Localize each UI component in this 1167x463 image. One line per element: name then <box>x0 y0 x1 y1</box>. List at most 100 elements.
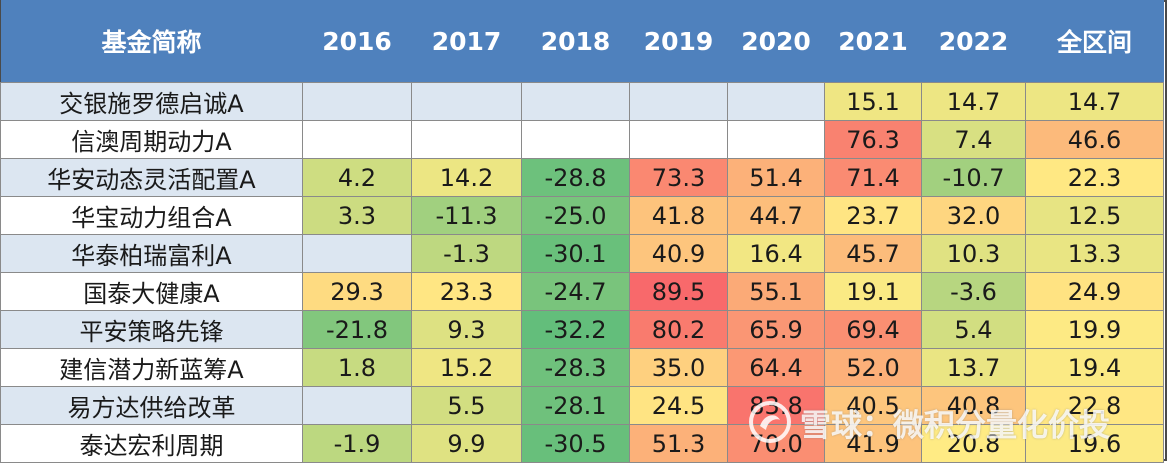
row-fund-name: 建信潜力新蓝筹A <box>0 348 303 387</box>
value-cell: 40.8 <box>921 386 1026 425</box>
value-cell: 70.0 <box>727 424 825 463</box>
header-col-1: 2017 <box>411 0 522 83</box>
value-cell: 45.7 <box>824 234 922 273</box>
value-cell: 12.5 <box>1025 196 1164 235</box>
value-cell: -10.7 <box>921 158 1026 197</box>
value-cell: -28.8 <box>521 158 630 197</box>
value-cell: -32.2 <box>521 310 630 349</box>
empty-cell <box>411 120 522 159</box>
value-cell: -21.8 <box>302 310 412 349</box>
value-cell: 5.4 <box>921 310 1026 349</box>
value-cell: 64.4 <box>727 348 825 387</box>
row-fund-name: 易方达供给改革 <box>0 386 303 425</box>
table-row: 华泰柏瑞富利A -1.3 -30.1 40.9 16.4 45.7 10.3 13.3 <box>0 234 1164 273</box>
empty-cell <box>302 234 412 273</box>
header-col-7: 全区间 <box>1025 0 1164 83</box>
empty-cell <box>521 120 630 159</box>
header-col-6: 2022 <box>921 0 1026 83</box>
empty-cell <box>629 120 728 159</box>
table-row: 华安动态灵活配置A 4.2 14.2 -28.8 73.3 51.4 71.4 -10.7 22… <box>0 158 1164 197</box>
value-cell: -28.1 <box>521 386 630 425</box>
header-col-2: 2018 <box>521 0 630 83</box>
value-cell: 89.5 <box>629 272 728 311</box>
table-row: 华宝动力组合A 3.3 -11.3 -25.0 41.8 44.7 23.7 32.0 12.5 <box>0 196 1164 235</box>
table-row: 建信潜力新蓝筹A 1.8 15.2 -28.3 35.0 64.4 52.0 13.7 19.4 <box>0 348 1164 387</box>
value-cell: 19.4 <box>1025 348 1164 387</box>
value-cell: 9.9 <box>411 424 522 463</box>
value-cell: 73.3 <box>629 158 728 197</box>
table-row: 平安策略先锋 -21.8 9.3 -32.2 80.2 65.9 69.4 5.4 19.9 <box>0 310 1164 349</box>
value-cell: -25.0 <box>521 196 630 235</box>
header-col-5: 2021 <box>824 0 922 83</box>
value-cell: 14.2 <box>411 158 522 197</box>
value-cell: 7.4 <box>921 120 1026 159</box>
value-cell: -1.3 <box>411 234 522 273</box>
value-cell: 40.9 <box>629 234 728 273</box>
row-fund-name: 华安动态灵活配置A <box>0 158 303 197</box>
value-cell: 24.9 <box>1025 272 1164 311</box>
table-row: 交银施罗德启诚A 15.1 14.7 14.7 <box>0 82 1164 121</box>
value-cell: 24.5 <box>629 386 728 425</box>
empty-cell <box>727 82 825 121</box>
row-fund-name: 交银施罗德启诚A <box>0 82 303 121</box>
header-col-4: 2020 <box>727 0 825 83</box>
value-cell: 16.4 <box>727 234 825 273</box>
value-cell: 22.8 <box>1025 386 1164 425</box>
value-cell: 1.8 <box>302 348 412 387</box>
empty-cell <box>727 120 825 159</box>
value-cell: 69.4 <box>824 310 922 349</box>
table-row: 泰达宏利周期 -1.9 9.9 -30.5 51.3 70.0 41.9 20.8 19.6 <box>0 424 1164 463</box>
row-fund-name: 泰达宏利周期 <box>0 424 303 463</box>
value-cell: 35.0 <box>629 348 728 387</box>
value-cell: 4.2 <box>302 158 412 197</box>
value-cell: -30.5 <box>521 424 630 463</box>
value-cell: 23.7 <box>824 196 922 235</box>
value-cell: 10.3 <box>921 234 1026 273</box>
empty-cell <box>521 82 630 121</box>
value-cell: 41.8 <box>629 196 728 235</box>
value-cell: -28.3 <box>521 348 630 387</box>
table-row: 易方达供给改革 5.5 -28.1 24.5 83.8 40.5 40.8 22.8 <box>0 386 1164 425</box>
value-cell: -30.1 <box>521 234 630 273</box>
row-fund-name: 信澳周期动力A <box>0 120 303 159</box>
value-cell: 19.6 <box>1025 424 1164 463</box>
value-cell: 15.1 <box>824 82 922 121</box>
value-cell: 44.7 <box>727 196 825 235</box>
value-cell: -1.9 <box>302 424 412 463</box>
header-col-3: 2019 <box>629 0 728 83</box>
value-cell: -11.3 <box>411 196 522 235</box>
empty-cell <box>302 386 412 425</box>
value-cell: 19.1 <box>824 272 922 311</box>
row-fund-name: 国泰大健康A <box>0 272 303 311</box>
value-cell: 32.0 <box>921 196 1026 235</box>
value-cell: 71.4 <box>824 158 922 197</box>
value-cell: 15.2 <box>411 348 522 387</box>
value-cell: 13.3 <box>1025 234 1164 273</box>
value-cell: 13.7 <box>921 348 1026 387</box>
value-cell: 14.7 <box>921 82 1026 121</box>
value-cell: 76.3 <box>824 120 922 159</box>
value-cell: 80.2 <box>629 310 728 349</box>
value-cell: 41.9 <box>824 424 922 463</box>
value-cell: 29.3 <box>302 272 412 311</box>
value-cell: 65.9 <box>727 310 825 349</box>
header-row: 基金简称 2016 2017 2018 2019 2020 2021 2022 全区间 <box>0 0 1164 83</box>
empty-cell <box>302 82 412 121</box>
empty-cell <box>411 82 522 121</box>
value-cell: -24.7 <box>521 272 630 311</box>
value-cell: 22.3 <box>1025 158 1164 197</box>
header-fund-name: 基金简称 <box>0 0 303 83</box>
value-cell: 23.3 <box>411 272 522 311</box>
row-fund-name: 华泰柏瑞富利A <box>0 234 303 273</box>
value-cell: 9.3 <box>411 310 522 349</box>
empty-cell <box>629 82 728 121</box>
row-fund-name: 平安策略先锋 <box>0 310 303 349</box>
value-cell: 20.8 <box>921 424 1026 463</box>
value-cell: 55.1 <box>727 272 825 311</box>
value-cell: 3.3 <box>302 196 412 235</box>
value-cell: 19.9 <box>1025 310 1164 349</box>
row-fund-name: 华宝动力组合A <box>0 196 303 235</box>
header-col-0: 2016 <box>302 0 412 83</box>
table-row: 信澳周期动力A 76.3 7.4 46.6 <box>0 120 1164 159</box>
